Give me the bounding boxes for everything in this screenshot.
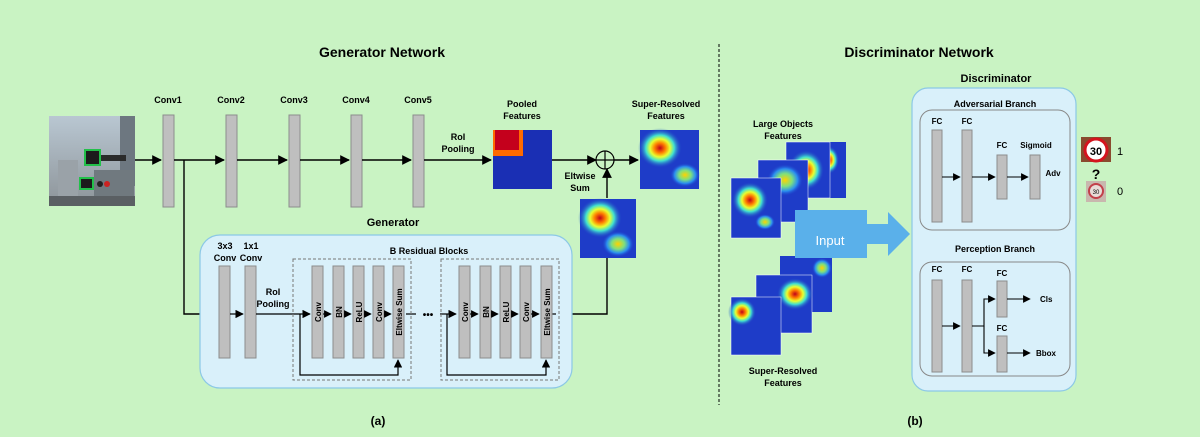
per-fc4-block	[996, 335, 1008, 373]
roi-pooling-gen-line1: RoI	[266, 287, 281, 297]
conv4-block	[350, 114, 363, 208]
block1-bn: BN	[335, 306, 344, 318]
caption-a: (a)	[371, 414, 386, 428]
conv5-block	[412, 114, 425, 208]
adversarial-branch-title: Adversarial Branch	[954, 99, 1037, 109]
pooled-features-line1: Pooled	[507, 99, 537, 109]
per-fc1-label: FC	[932, 265, 943, 274]
conv3-label: Conv3	[280, 95, 308, 105]
adv-output-label: Adv	[1045, 169, 1061, 178]
conv1x1-line2: Conv	[240, 253, 263, 263]
conv3x3-line2: Conv	[214, 253, 237, 263]
conv3x3-line1: 3x3	[217, 241, 232, 251]
sigmoid-label: Sigmoid	[1020, 141, 1052, 150]
roi-pooling-gen-line2: Pooling	[257, 299, 290, 309]
eltwise-sum-node	[595, 150, 615, 170]
block1-conv-a: Conv	[314, 301, 323, 322]
generator-title: Generator	[367, 217, 420, 229]
input-street-image	[49, 116, 135, 206]
residual-block-1-frame	[292, 258, 412, 381]
label-fake: 0	[1117, 186, 1123, 198]
label-real: 1	[1117, 146, 1123, 158]
conv3x3-block	[218, 265, 231, 359]
per-fc4-label: FC	[997, 324, 1008, 333]
adv-fc1-label: FC	[932, 117, 943, 126]
residual-ellipsis: •••	[423, 310, 434, 321]
pooled-features-line2: Features	[503, 111, 541, 121]
conv2-block	[225, 114, 238, 208]
residual-block-2-frame	[440, 258, 560, 381]
per-fc1-block	[931, 279, 943, 373]
bbox-output-label: Bbox	[1036, 349, 1057, 358]
input-arrow	[795, 210, 910, 258]
adv-fc3-block	[996, 154, 1008, 200]
adv-fc1-block	[931, 129, 943, 223]
per-fc2-block	[961, 279, 973, 373]
eltwise-sum-line2: Sum	[570, 183, 590, 193]
super-resolved-top-line2: Features	[647, 111, 685, 121]
adversarial-branch-panel	[919, 109, 1071, 231]
block1-conv-b: Conv	[375, 301, 384, 322]
conv1-label: Conv1	[154, 95, 182, 105]
block2-conv-b: Conv	[522, 301, 531, 322]
block1-eltwise-sum: Eltwise Sum	[395, 288, 404, 335]
adv-fc2-block	[961, 129, 973, 223]
roi-pooling-top-line1: RoI	[451, 132, 466, 142]
question-mark: ?	[1092, 166, 1101, 182]
large-objects-line2: Features	[764, 131, 802, 141]
conv1x1-block	[244, 265, 257, 359]
traffic-light-box-1	[84, 149, 101, 166]
block2-conv-a: Conv	[461, 301, 470, 322]
block2-eltwise-sum: Eltwise Sum	[543, 288, 552, 335]
per-fc2-label: FC	[962, 265, 973, 274]
per-fc3-block	[996, 280, 1008, 318]
block1-relu: ReLU	[355, 301, 364, 322]
super-resolved-feature-stack	[728, 256, 832, 356]
super-resolved-top-line1: Super-Resolved	[632, 99, 701, 109]
residual-block-2: Conv BN ReLU Conv Eltwise Sum	[458, 265, 553, 359]
large-objects-line1: Large Objects	[753, 119, 813, 129]
generator-network-title: Generator Network	[319, 44, 445, 60]
conv1-block	[162, 114, 175, 208]
block2-bn: BN	[482, 306, 491, 318]
residual-block-1: Conv BN ReLU Conv Eltwise Sum	[311, 265, 405, 359]
block2-relu: ReLU	[502, 301, 511, 322]
super-resolved-right-line1: Super-Resolved	[749, 366, 818, 376]
perception-branch-title: Perception Branch	[955, 244, 1035, 254]
cls-output-label: Cls	[1040, 295, 1053, 304]
super-resolved-right-line2: Features	[764, 378, 802, 388]
traffic-light-box-2	[79, 177, 94, 190]
sigmoid-block	[1029, 154, 1041, 200]
conv-layers	[162, 114, 425, 208]
discriminator-title: Discriminator	[961, 73, 1033, 85]
sign-fake-number: 30	[1093, 190, 1100, 196]
conv5-label: Conv5	[404, 95, 432, 105]
conv3-block	[288, 114, 301, 208]
residual-blocks-title: B Residual Blocks	[390, 246, 469, 256]
perception-branch-panel	[919, 261, 1071, 377]
speed-limit-sign-real	[1081, 137, 1111, 163]
per-fc3-label: FC	[997, 269, 1008, 278]
pooled-features-heatmap	[493, 130, 552, 189]
input-label: Input	[816, 233, 845, 248]
large-objects-feature-stack	[730, 141, 846, 239]
conv4-label: Conv4	[342, 95, 370, 105]
sign-real-number: 30	[1090, 146, 1102, 158]
discriminator-network-title: Discriminator Network	[844, 44, 994, 60]
super-resolved-heatmap	[638, 128, 700, 189]
roi-pooling-top-line2: Pooling	[442, 144, 475, 154]
generator-flow-arrows	[230, 309, 556, 376]
conv1x1-line1: 1x1	[243, 241, 258, 251]
eltwise-sum-line1: Eltwise	[564, 171, 595, 181]
adv-fc2-label: FC	[962, 117, 973, 126]
speed-limit-sign-fake	[1086, 181, 1106, 202]
residual-heatmap	[578, 198, 636, 258]
adv-fc3-label: FC	[997, 141, 1008, 150]
conv2-label: Conv2	[217, 95, 245, 105]
caption-b: (b)	[907, 414, 922, 428]
